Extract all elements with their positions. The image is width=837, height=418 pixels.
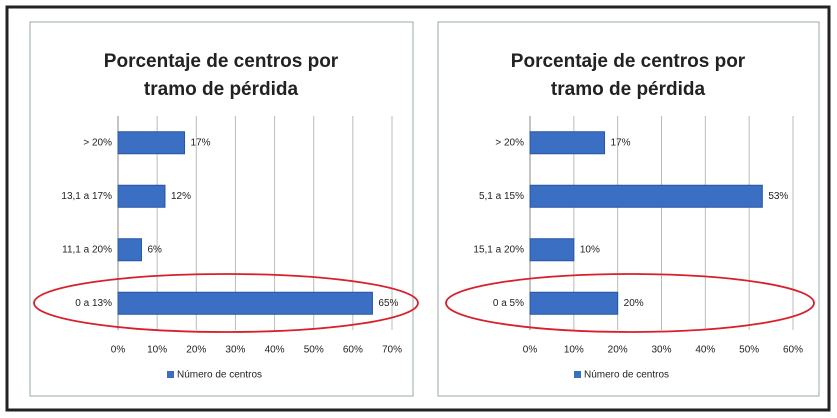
bar bbox=[529, 238, 575, 262]
x-tick-label: 40% bbox=[695, 345, 715, 356]
data-label: 12% bbox=[171, 191, 191, 202]
x-tick-label: 70% bbox=[382, 345, 402, 356]
highlight-ellipse bbox=[445, 273, 815, 333]
x-tick-label: 30% bbox=[651, 345, 671, 356]
x-tick-label: 10% bbox=[564, 345, 584, 356]
highlight-ellipse bbox=[33, 273, 419, 333]
bar bbox=[117, 131, 186, 155]
legend-swatch bbox=[167, 371, 174, 378]
chart-title: Porcentaje de centros por tramo de pérdid… bbox=[104, 51, 339, 100]
legend-swatch bbox=[574, 371, 581, 378]
y-tick-label: 0 a 5% bbox=[493, 298, 524, 309]
data-label: 20% bbox=[624, 298, 644, 309]
y-tick-label: 5,1 a 15% bbox=[479, 191, 524, 202]
data-label: 65% bbox=[378, 298, 398, 309]
x-tick-label: 0% bbox=[523, 345, 538, 356]
x-tick-label: 0% bbox=[111, 345, 126, 356]
bar bbox=[529, 184, 763, 208]
y-tick-label: 15,1 a 20% bbox=[473, 244, 524, 255]
chart-box bbox=[437, 21, 820, 397]
x-tick-label: 40% bbox=[265, 345, 285, 356]
chart-title: Porcentaje de centros por tramo de pérdid… bbox=[511, 51, 746, 100]
legend-label: Número de centros bbox=[584, 370, 669, 381]
bar bbox=[117, 238, 142, 262]
x-tick-label: 30% bbox=[225, 345, 245, 356]
data-label: 10% bbox=[580, 244, 600, 255]
x-tick-label: 50% bbox=[304, 345, 324, 356]
data-label: 17% bbox=[191, 137, 211, 148]
x-tick-label: 60% bbox=[343, 345, 363, 356]
y-tick-label: > 20% bbox=[495, 137, 524, 148]
bar bbox=[529, 131, 606, 155]
x-tick-label: 60% bbox=[783, 345, 803, 356]
y-tick-label: 11,1 a 20% bbox=[62, 244, 112, 255]
bar bbox=[117, 184, 166, 208]
x-tick-label: 10% bbox=[147, 345, 167, 356]
bar bbox=[117, 291, 373, 315]
bar bbox=[529, 291, 619, 315]
y-tick-label: > 20% bbox=[83, 137, 112, 148]
y-tick-label: 0 a 13% bbox=[75, 298, 112, 309]
data-label: 6% bbox=[147, 244, 162, 255]
data-label: 53% bbox=[768, 191, 788, 202]
charts: Porcentaje de centros por tramo de pérdid… bbox=[61, 51, 803, 381]
legend-label: Número de centros bbox=[177, 370, 262, 381]
x-tick-label: 20% bbox=[186, 345, 206, 356]
x-tick-label: 50% bbox=[739, 345, 759, 356]
chart-box bbox=[29, 21, 414, 397]
x-tick-label: 20% bbox=[608, 345, 628, 356]
data-label: 17% bbox=[611, 137, 631, 148]
y-tick-label: 13,1 a 17% bbox=[61, 191, 112, 202]
